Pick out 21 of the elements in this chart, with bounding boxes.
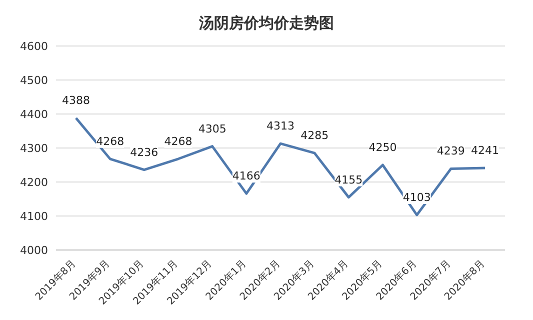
- data-label: 4239: [436, 144, 465, 158]
- data-label: 4285: [300, 129, 329, 142]
- data-label: 4305: [198, 122, 226, 136]
- data-label: 4268: [96, 134, 124, 148]
- y-tick-label: 4400: [20, 108, 48, 121]
- y-tick-label: 4600: [20, 40, 48, 53]
- data-label: 4313: [266, 120, 294, 133]
- y-tick-label: 4500: [20, 74, 48, 87]
- data-label: 4236: [130, 146, 158, 159]
- data-label: 4166: [232, 170, 260, 183]
- data-label: 4250: [368, 141, 397, 154]
- data-label: 4268: [164, 134, 192, 148]
- y-tick-label: 4200: [20, 176, 48, 189]
- y-tick-label: 4000: [20, 244, 48, 257]
- data-label: 4241: [471, 144, 499, 158]
- y-tick-label: 4300: [20, 142, 48, 155]
- chart-title: 汤阴房价均价走势图: [198, 13, 335, 34]
- y-tick-label: 4100: [20, 210, 48, 223]
- data-label: 4155: [334, 173, 363, 186]
- data-label: 4103: [402, 190, 431, 204]
- data-label: 4388: [62, 94, 90, 108]
